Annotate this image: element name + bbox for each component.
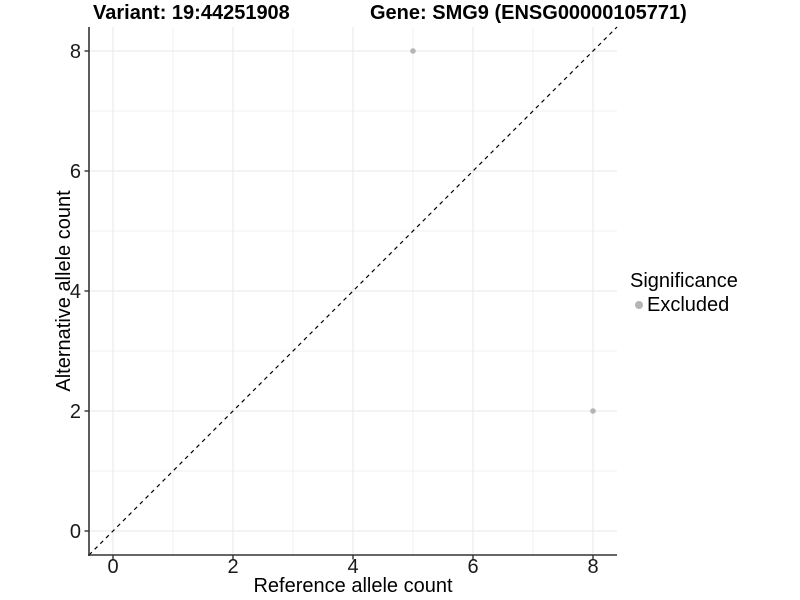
y-tick-label: 4 (70, 281, 81, 303)
y-tick-label: 0 (70, 521, 81, 543)
plot-title-gene: Gene: SMG9 (ENSG00000105771) (370, 2, 687, 24)
y-tick-label: 8 (70, 41, 81, 63)
y-tick-label: 2 (70, 401, 81, 423)
data-point-excluded (590, 408, 596, 414)
y-axis-title: Alternative allele count (53, 190, 75, 392)
x-tick-label: 2 (227, 556, 238, 578)
legend: Significance Excluded (630, 270, 738, 316)
legend-item-excluded: Excluded (630, 294, 738, 316)
x-tick-label: 8 (587, 556, 598, 578)
x-tick-label: 6 (467, 556, 478, 578)
data-point-excluded (410, 48, 416, 54)
x-axis-title: Reference allele count (253, 575, 452, 597)
excluded-point-icon (635, 301, 643, 309)
y-tick-label: 6 (70, 161, 81, 183)
x-tick-label: 0 (107, 556, 118, 578)
legend-item-label: Excluded (647, 294, 730, 316)
plot-title-variant: Variant: 19:44251908 (93, 2, 290, 24)
legend-title: Significance (630, 270, 738, 292)
x-tick-label: 4 (347, 556, 358, 578)
